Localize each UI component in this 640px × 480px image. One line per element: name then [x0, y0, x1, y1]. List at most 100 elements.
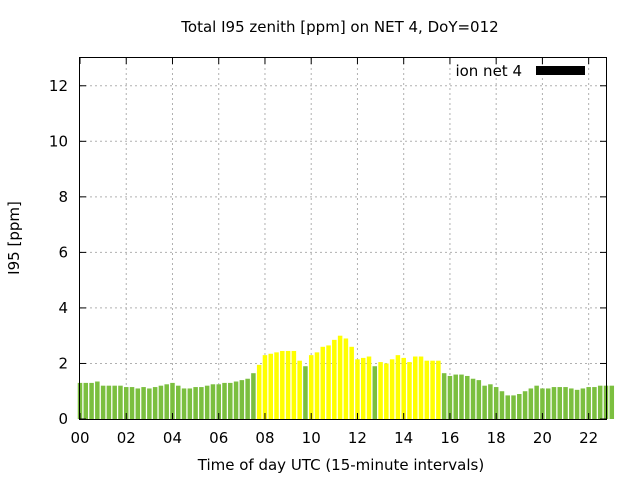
bar	[83, 382, 89, 419]
bar	[459, 374, 464, 419]
bar	[216, 384, 221, 419]
bar	[297, 360, 302, 419]
bar	[412, 356, 418, 419]
bar	[303, 366, 308, 419]
bar	[493, 387, 499, 419]
bar	[170, 382, 175, 419]
bar	[274, 352, 279, 419]
legend-label: ion net 4	[455, 62, 522, 80]
bar	[569, 388, 574, 419]
bar	[488, 384, 493, 419]
bar	[291, 350, 297, 419]
chart-title: Total I95 zenith [ppm] on NET 4, DoY=012	[180, 18, 498, 36]
bar	[574, 389, 580, 419]
bar	[349, 346, 354, 419]
bar	[123, 387, 129, 419]
y-tick-label: 2	[58, 354, 68, 372]
bar	[280, 350, 285, 419]
bar	[187, 388, 193, 419]
bar	[112, 385, 117, 419]
bar	[441, 373, 447, 419]
bar	[470, 378, 476, 419]
bar	[256, 364, 262, 419]
bar	[517, 394, 522, 419]
bar	[401, 357, 406, 419]
bar	[326, 345, 331, 419]
bar	[141, 387, 146, 419]
bar	[551, 387, 557, 419]
bar	[476, 380, 482, 419]
bar	[239, 380, 245, 419]
y-tick-label: 0	[58, 410, 68, 428]
x-tick-label: 12	[348, 429, 367, 447]
x-tick-label: 20	[533, 429, 552, 447]
bar	[95, 381, 100, 419]
x-tick-label: 08	[255, 429, 274, 447]
bar	[129, 387, 135, 419]
legend-swatch	[536, 66, 585, 75]
bar	[193, 387, 198, 419]
bar	[557, 387, 563, 419]
bar	[320, 346, 326, 419]
bar	[436, 360, 441, 419]
y-tick-label: 10	[49, 132, 68, 150]
bars	[77, 335, 615, 419]
bar	[285, 350, 291, 419]
bar	[522, 391, 528, 419]
bar	[118, 385, 123, 419]
bar	[262, 355, 268, 419]
bar	[499, 391, 505, 419]
bar	[360, 357, 366, 419]
bar	[337, 335, 343, 419]
bar	[534, 385, 539, 419]
bar	[482, 385, 487, 419]
x-tick-label: 06	[209, 429, 228, 447]
y-tick-label: 4	[58, 299, 68, 317]
bar	[181, 388, 187, 419]
bar	[609, 385, 615, 419]
bar	[147, 388, 152, 419]
bar	[424, 360, 430, 419]
y-axis-label: I95 [ppm]	[5, 201, 23, 275]
bar	[308, 355, 314, 419]
x-tick-label: 02	[117, 429, 136, 447]
x-tick-label: 10	[302, 429, 321, 447]
x-tick-label: 14	[394, 429, 413, 447]
bar	[407, 362, 412, 419]
bar	[268, 353, 274, 419]
bar	[389, 359, 395, 419]
bar	[586, 387, 591, 419]
bar	[343, 338, 349, 419]
bar	[395, 355, 401, 419]
bar	[465, 375, 470, 419]
bar	[366, 356, 372, 419]
legend: ion net 4	[455, 62, 585, 80]
x-tick-label: 22	[579, 429, 598, 447]
x-tick-label: 00	[70, 429, 89, 447]
bar	[355, 359, 360, 419]
bar	[222, 382, 227, 419]
bar	[418, 356, 424, 419]
bar	[511, 395, 516, 419]
bar	[528, 388, 534, 419]
bar	[135, 388, 141, 419]
bar	[245, 378, 250, 419]
bar	[372, 366, 378, 419]
bar	[378, 362, 383, 419]
bar	[204, 385, 210, 419]
grid	[80, 58, 606, 419]
bar	[158, 385, 164, 419]
bar	[447, 375, 453, 419]
bar	[545, 388, 551, 419]
bar	[332, 339, 337, 419]
plot-frame	[79, 57, 607, 420]
bar	[89, 382, 94, 419]
x-tick-label: 16	[440, 429, 459, 447]
bar	[597, 385, 603, 419]
y-tick-label: 12	[49, 77, 68, 95]
bar	[430, 360, 435, 419]
x-axis-label: Time of day UTC (15-minute intervals)	[197, 456, 484, 474]
bar	[384, 363, 389, 419]
